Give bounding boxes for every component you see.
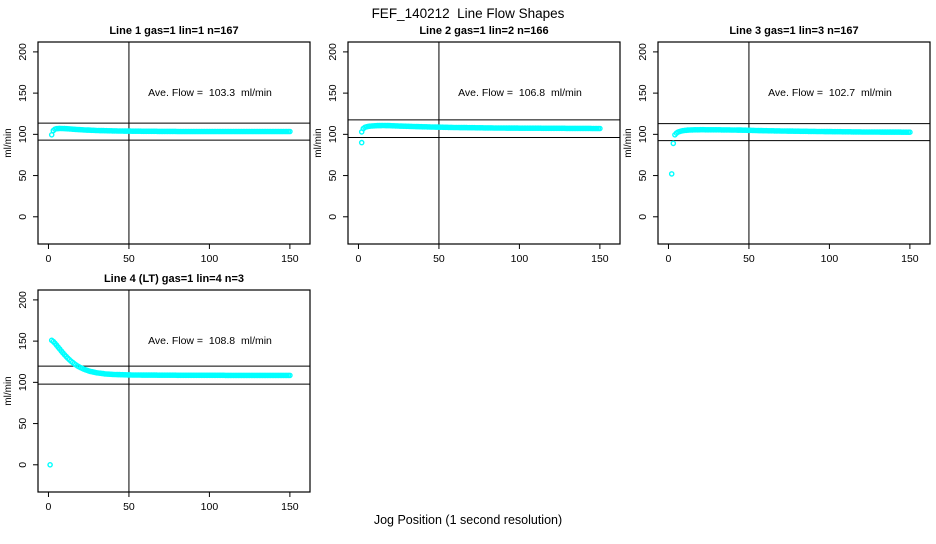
y-axis-title: ml/min (3, 376, 14, 405)
x-tick-label: 50 (123, 253, 135, 265)
x-tick-label: 100 (511, 253, 529, 265)
ave-flow-annotation: Ave. Flow = 106.8 ml/min (458, 87, 582, 99)
plot-box (37, 289, 311, 493)
x-tick-label: 50 (123, 501, 135, 513)
panel-line-1: Line 1 gas=1 lin=1 n=167 Ave. Flow = 103… (3, 25, 311, 265)
x-tick-label: 0 (356, 253, 362, 265)
y-tick-label: 100 (637, 125, 649, 143)
plot-box (347, 41, 621, 245)
panel-title: Line 1 gas=1 lin=1 n=167 (109, 25, 239, 37)
plot-area: 0 50 100 150 0 50 100 150 200 ml/min (3, 289, 311, 513)
x-tick-label: 100 (201, 253, 219, 265)
x-axis-title: Jog Position (1 second resolution) (373, 513, 563, 527)
y-tick-label: 50 (17, 418, 29, 430)
plot-box (657, 41, 931, 245)
y-tick-label: 200 (637, 43, 649, 61)
x-tick-label: 0 (46, 501, 52, 513)
y-tick-label: 50 (327, 170, 339, 182)
y-tick-label: 200 (17, 43, 29, 61)
data-point (287, 128, 293, 135)
y-tick-label: 100 (327, 125, 339, 143)
x-tick-label: 150 (591, 253, 609, 265)
data-point (907, 129, 913, 135)
panel-title: Line 3 gas=1 lin=3 n=167 (729, 25, 859, 37)
x-tick-label: 50 (433, 253, 445, 265)
data-point (287, 372, 293, 379)
x-tick-label: 0 (666, 253, 672, 265)
x-tick-label: 0 (46, 253, 52, 265)
outlier-point (670, 140, 677, 147)
plot-area: 0 50 100 150 0 50 100 150 200 ml/min (623, 41, 931, 265)
x-tick-label: 150 (281, 253, 299, 265)
outlier-point (47, 461, 53, 468)
y-tick-label: 0 (327, 214, 339, 220)
y-tick-label: 50 (17, 170, 29, 182)
y-tick-label: 150 (17, 332, 29, 350)
panel-line-2: Line 2 gas=1 lin=2 n=166 Ave. Flow = 106… (313, 25, 621, 265)
y-tick-label: 150 (17, 84, 29, 102)
plot-area: 0 50 100 150 0 50 100 150 200 ml/min (3, 41, 311, 265)
outlier-point (668, 171, 675, 177)
y-tick-label: 150 (327, 84, 339, 102)
panel-line-4: Line 4 (LT) gas=1 lin=4 n=3 Ave. Flow = … (3, 273, 311, 513)
figure-title: FEF_140212 Line Flow Shapes (371, 6, 565, 21)
x-tick-label: 150 (281, 501, 299, 513)
data-point (597, 125, 603, 132)
data-points (668, 126, 913, 177)
x-tick-label: 100 (201, 501, 219, 513)
data-points (48, 125, 293, 138)
y-axis-title: ml/min (313, 128, 324, 157)
x-tick-label: 150 (901, 253, 919, 265)
ave-flow-annotation: Ave. Flow = 103.3 ml/min (148, 87, 272, 99)
y-tick-label: 0 (17, 214, 29, 220)
y-tick-label: 200 (17, 291, 29, 309)
data-points (358, 122, 603, 146)
y-tick-label: 0 (637, 214, 649, 220)
x-tick-label: 50 (743, 253, 755, 265)
y-tick-label: 100 (17, 373, 29, 391)
data-points (47, 337, 293, 468)
y-tick-label: 50 (637, 170, 649, 182)
plot-box (37, 41, 311, 245)
outlier-point (358, 139, 365, 146)
x-tick-label: 100 (821, 253, 839, 265)
panel-line-3: Line 3 gas=1 lin=3 n=167 Ave. Flow = 102… (623, 25, 931, 265)
y-tick-label: 100 (17, 125, 29, 143)
panel-title: Line 2 gas=1 lin=2 n=166 (419, 25, 549, 37)
ave-flow-annotation: Ave. Flow = 102.7 ml/min (768, 87, 892, 99)
y-tick-label: 150 (637, 84, 649, 102)
y-tick-label: 0 (17, 462, 29, 468)
ave-flow-annotation: Ave. Flow = 108.8 ml/min (148, 335, 272, 347)
y-axis-title: ml/min (623, 128, 634, 157)
y-tick-label: 200 (327, 43, 339, 61)
panel-title: Line 4 (LT) gas=1 lin=4 n=3 (103, 273, 245, 285)
plot-area: 0 50 100 150 0 50 100 150 200 ml/min (313, 41, 621, 265)
y-axis-title: ml/min (3, 128, 14, 157)
